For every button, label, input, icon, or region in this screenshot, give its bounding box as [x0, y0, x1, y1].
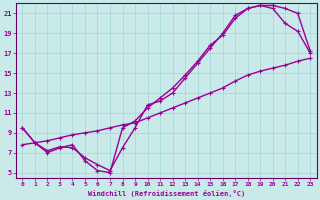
X-axis label: Windchill (Refroidissement éolien,°C): Windchill (Refroidissement éolien,°C) — [88, 190, 245, 197]
